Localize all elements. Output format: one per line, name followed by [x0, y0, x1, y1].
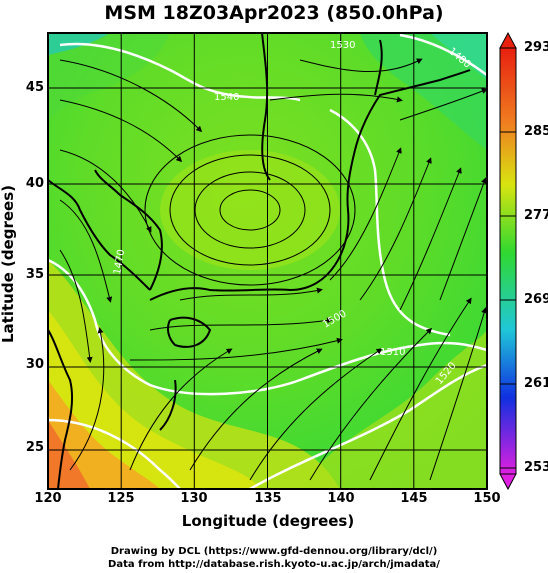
contour-label: 1530: [330, 40, 355, 51]
x-axis-label: Longitude (degrees): [181, 512, 355, 530]
height-contours: [48, 33, 487, 489]
x-tick-label: 125: [107, 491, 135, 506]
x-tick-label: 135: [254, 491, 282, 506]
x-tick-label: 120: [34, 491, 62, 506]
contour-label: 1510: [380, 347, 405, 358]
colorbar-tick-label: 269: [524, 292, 548, 307]
colorbar-bar: [499, 47, 517, 475]
chart-title: MSM 18Z03Apr2023 (850.0hPa): [104, 2, 444, 24]
contour-label: 1540: [214, 92, 239, 103]
x-tick-label: 145: [400, 491, 428, 506]
y-axis-label: Latitude (degrees): [0, 185, 17, 344]
x-tick-label: 130: [180, 491, 208, 506]
x-tick-label: 140: [327, 491, 355, 506]
colorbar-tick-label: 285: [524, 124, 548, 139]
y-tick-label: 30: [25, 357, 44, 372]
colorbar-bottom-triangle: [499, 473, 517, 491]
colorbar-tick-label: 293: [524, 40, 548, 55]
contour-label: 1470: [112, 249, 127, 276]
colorbar-top-triangle: [499, 31, 517, 49]
colorbar-tick-label: 277: [524, 208, 548, 223]
colorbar: [499, 31, 517, 491]
x-tick-label: 150: [473, 491, 501, 506]
grid-lines: [48, 33, 487, 489]
y-tick-label: 35: [25, 267, 44, 282]
colorbar-tick-label: 253: [524, 460, 548, 475]
credit-drawing: Drawing by DCL (https://www.gfd-dennou.o…: [110, 546, 438, 557]
streamlines: [59, 58, 487, 481]
y-tick-label: 25: [25, 440, 44, 455]
colorbar-tick-label: 261: [524, 376, 548, 391]
credit-data: Data from http://database.rish.kyoto-u.a…: [108, 559, 440, 570]
y-tick-label: 45: [25, 80, 44, 95]
plot-frame: [47, 32, 488, 490]
y-tick-label: 40: [25, 176, 44, 191]
